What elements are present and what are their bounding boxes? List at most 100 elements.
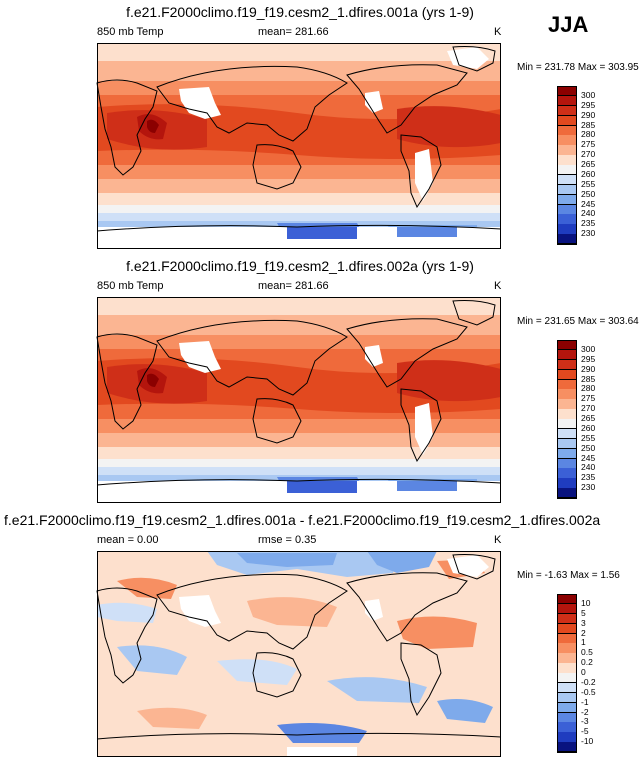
- colorbar-swatch: [557, 135, 577, 146]
- colorbar-tick-label: 10: [581, 597, 591, 608]
- colorbar-tick-label: 275: [581, 139, 596, 150]
- colorbar-swatch: [557, 389, 577, 400]
- colorbar-swatch: [557, 125, 577, 136]
- colorbar-tick-label: 250: [581, 188, 596, 199]
- colorbar-swatch: [557, 603, 577, 615]
- colorbar-swatch: [557, 340, 577, 351]
- colorbar-tick-label: 255: [581, 178, 596, 189]
- colorbar-tick-label: -1: [581, 696, 589, 707]
- colorbar-swatch: [557, 428, 577, 440]
- colorbar-swatch: [557, 349, 577, 361]
- panel1-colorbar: 300 295 290 285 280 275 270 265 260 255 250 245 240 2…: [557, 86, 595, 245]
- panel2-title: f.e21.F2000climo.f19_f19.cesm2_1.dfires.…: [126, 258, 474, 274]
- colorbar-tick-label: 280: [581, 129, 596, 140]
- colorbar-swatch: [557, 613, 577, 625]
- colorbar-swatch: [557, 155, 577, 166]
- colorbar-swatch: [557, 379, 577, 390]
- panel2-left-label: 850 mb Temp: [97, 280, 164, 292]
- panel1-map: [96, 43, 502, 249]
- colorbar-swatch: [557, 653, 577, 664]
- panel3-minmax: Min = -1.63 Max = 1.56: [517, 570, 620, 581]
- colorbar-swatch: [557, 184, 577, 196]
- colorbar-swatch: [557, 419, 577, 430]
- colorbar-tick-label: 270: [581, 403, 596, 414]
- colorbar-tick-label: -0.2: [581, 676, 596, 687]
- colorbar-tick-label: 235: [581, 218, 596, 229]
- colorbar-swatch: [557, 478, 577, 489]
- colorbar-tick-label: 265: [581, 159, 596, 169]
- colorbar-tick-label: 3: [581, 617, 586, 628]
- panel3-mean: mean = 0.00: [97, 534, 159, 546]
- colorbar-tick-label: 245: [581, 198, 596, 209]
- colorbar-tick-label: 240: [581, 208, 596, 219]
- colorbar-swatch: [557, 673, 577, 684]
- panel1-mean: mean= 281.66: [258, 26, 329, 38]
- panel1-units: K: [494, 26, 502, 38]
- colorbar-tick-label: 295: [581, 99, 596, 110]
- colorbar-frame: [557, 340, 577, 498]
- colorbar-tick-label: 1: [581, 637, 586, 648]
- colorbar-swatch: [557, 359, 577, 371]
- colorbar-tick-label: 0: [581, 667, 586, 677]
- colorbar-swatch: [557, 204, 577, 215]
- colorbar-swatch: [557, 214, 577, 225]
- colorbar-tick-label: -5: [581, 726, 589, 737]
- colorbar-swatch: [557, 692, 577, 704]
- panel3-colorbar: 10 5 3 2 1 0.5 0.2 0 -0.2 -0.5 -1 -2 -3 -5 -10: [557, 594, 596, 753]
- colorbar-swatch: [557, 95, 577, 107]
- colorbar-swatch: [557, 722, 577, 733]
- colorbar-tick-label: 280: [581, 383, 596, 394]
- colorbar-swatch: [557, 86, 577, 97]
- colorbar-tick-label: 270: [581, 149, 596, 160]
- colorbar-tick-label: 260: [581, 422, 596, 433]
- colorbar-swatch: [557, 224, 577, 235]
- colorbar-swatch: [557, 702, 577, 713]
- colorbar-tick-label: 285: [581, 373, 596, 384]
- colorbar-swatch: [557, 409, 577, 420]
- colorbar-tick-label: -0.5: [581, 686, 596, 697]
- colorbar-swatch: [557, 438, 577, 450]
- panel2-map: [96, 297, 502, 503]
- panel3-rmse: rmse = 0.35: [258, 534, 317, 546]
- panel2-minmax: Min = 231.65 Max = 303.64: [517, 316, 639, 327]
- colorbar-swatch: [557, 643, 577, 654]
- colorbar-tick-label: -10: [581, 736, 594, 747]
- panel1-minmax: Min = 231.78 Max = 303.95: [517, 62, 639, 73]
- colorbar-swatch: [557, 594, 577, 605]
- colorbar-tick-label: 245: [581, 452, 596, 463]
- colorbar-tick-label: 235: [581, 472, 596, 483]
- panel2-colorbar: 300 295 290 285 280 275 270 265 260 255 250 245 240 2…: [557, 340, 595, 499]
- colorbar-tick-label: -3: [581, 716, 589, 727]
- colorbar-swatch: [557, 399, 577, 410]
- colorbar-swatch: [557, 663, 577, 674]
- colorbar-swatch: [557, 105, 577, 117]
- panel3-units: K: [494, 534, 502, 546]
- colorbar-frame: [557, 86, 577, 244]
- colorbar-tick-label: 250: [581, 442, 596, 453]
- colorbar-tick-label: 0.2: [581, 657, 593, 668]
- colorbar-tick-label: 285: [581, 119, 596, 130]
- colorbar-swatch: [557, 165, 577, 176]
- colorbar-swatch: [557, 448, 577, 459]
- colorbar-swatch: [557, 369, 577, 380]
- colorbar-tick-label: 2: [581, 627, 586, 638]
- colorbar-swatch: [557, 682, 577, 694]
- colorbar-swatch: [557, 115, 577, 126]
- colorbar-swatch: [557, 468, 577, 479]
- panel2-units: K: [494, 280, 502, 292]
- colorbar-swatch: [557, 712, 577, 723]
- colorbar-tick-label: 295: [581, 353, 596, 364]
- colorbar-tick-label: -2: [581, 706, 589, 717]
- colorbar-swatch: [557, 623, 577, 634]
- colorbar-tick-label: 300: [581, 343, 596, 354]
- colorbar-tick-label: 230: [581, 228, 596, 239]
- colorbar-swatch: [557, 732, 577, 743]
- panel2-mean: mean= 281.66: [258, 280, 329, 292]
- colorbar-tick-label: 300: [581, 89, 596, 100]
- colorbar-tick-label: 5: [581, 607, 586, 618]
- season-label: JJA: [548, 12, 589, 37]
- colorbar-tick-label: 255: [581, 432, 596, 443]
- colorbar-tick-label: 275: [581, 393, 596, 404]
- colorbar-frame: [557, 594, 577, 752]
- panel3-map: [96, 551, 502, 757]
